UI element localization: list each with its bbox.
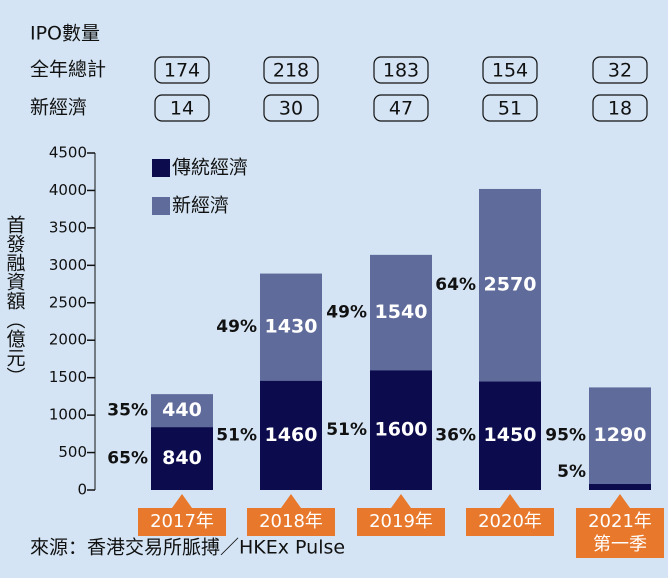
y-tick-label: 1000: [49, 406, 87, 424]
x-tick-label: 2020年: [478, 511, 542, 532]
ipo-box: [592, 56, 648, 84]
ipo-box: [373, 94, 429, 122]
category-arrow: [500, 494, 520, 508]
y-tick-label: 2500: [49, 293, 87, 311]
share-label: 5%: [557, 462, 586, 482]
category-box: [247, 508, 335, 536]
ipo-box: [154, 94, 210, 122]
ipo-header: IPO數量: [30, 23, 100, 45]
y-tick-label: 3500: [49, 218, 87, 236]
y-tick-label: 0: [77, 481, 87, 499]
ipo-box: [373, 56, 429, 84]
ipo-row-label: 全年總計: [30, 59, 106, 81]
legend-swatch: [152, 159, 170, 177]
value-label: 1540: [375, 301, 428, 323]
ipo-value: 32: [608, 60, 632, 82]
value-label: 1450: [484, 424, 537, 446]
ipo-box: [263, 56, 319, 84]
source: 來源：香港交易所脈搏／HKEx Pulse: [30, 537, 345, 559]
bar-segment: [151, 394, 213, 428]
ipo-value: 14: [170, 98, 194, 120]
ipo-box: [263, 94, 319, 122]
share-label: 49%: [326, 303, 367, 323]
ipo-value: 174: [164, 60, 200, 82]
legend-label: 新經濟: [172, 195, 229, 217]
share-label: 64%: [435, 275, 476, 295]
value-label: 1460: [265, 424, 318, 446]
category-arrow: [610, 494, 630, 508]
value-label: 2570: [484, 274, 537, 296]
legend-swatch: [152, 197, 170, 215]
y-tick-label: 2000: [49, 331, 87, 349]
y-tick-label: 4500: [49, 144, 87, 162]
ipo-value: 154: [492, 60, 528, 82]
ipo-box: [592, 94, 648, 122]
share-label: 49%: [216, 317, 257, 337]
category-box: [466, 508, 554, 536]
share-label: 35%: [107, 401, 148, 421]
value-label: 1290: [594, 424, 647, 446]
bar-segment: [370, 370, 432, 490]
ipo-value: 47: [389, 98, 413, 120]
ipo-box: [482, 56, 538, 84]
bar-segment: [589, 387, 651, 485]
ipo-value: 30: [279, 98, 303, 120]
ipo-box: [482, 94, 538, 122]
x-tick-label: 2018年: [259, 511, 323, 532]
y-tick-label: 1500: [49, 368, 87, 386]
x-tick-label: 第一季: [593, 534, 647, 555]
share-label: 36%: [435, 426, 476, 446]
category-arrow: [281, 494, 301, 508]
y-tick-label: 3000: [49, 256, 87, 274]
bar-segment: [260, 380, 322, 490]
x-tick-label: 2019年: [369, 511, 433, 532]
category-box: [138, 508, 226, 536]
category-arrow: [391, 494, 411, 508]
bar-segment: [151, 427, 213, 490]
share-label: 51%: [326, 420, 367, 440]
bar-segment: [479, 381, 541, 490]
y-tick-label: 500: [58, 443, 87, 461]
y-axis-label: 首發融資額（億元）: [4, 215, 26, 386]
value-label: 1430: [265, 316, 318, 338]
value-label: 1600: [375, 419, 428, 441]
ipo-value: 51: [498, 98, 522, 120]
ipo-row-label: 新經濟: [30, 97, 87, 119]
share-label: 95%: [545, 426, 586, 446]
value-label: 440: [162, 399, 202, 421]
category-arrow: [172, 494, 192, 508]
share-label: 51%: [216, 425, 257, 445]
ipo-box: [154, 56, 210, 84]
y-tick-label: 4000: [49, 181, 87, 199]
category-box: [576, 508, 664, 558]
bar-segment: [370, 254, 432, 371]
bar-segment: [479, 188, 541, 382]
legend-label: 傳統經濟: [172, 157, 248, 179]
bar-segment: [260, 273, 322, 381]
ipo-value: 18: [608, 98, 632, 120]
x-tick-label: 2021年: [588, 511, 652, 532]
share-label: 65%: [107, 449, 148, 469]
category-box: [357, 508, 445, 536]
value-label: 840: [162, 447, 202, 469]
ipo-value: 183: [383, 60, 419, 82]
x-tick-label: 2017年: [150, 511, 214, 532]
bar-segment: [589, 484, 651, 490]
ipo-value: 218: [273, 60, 309, 82]
